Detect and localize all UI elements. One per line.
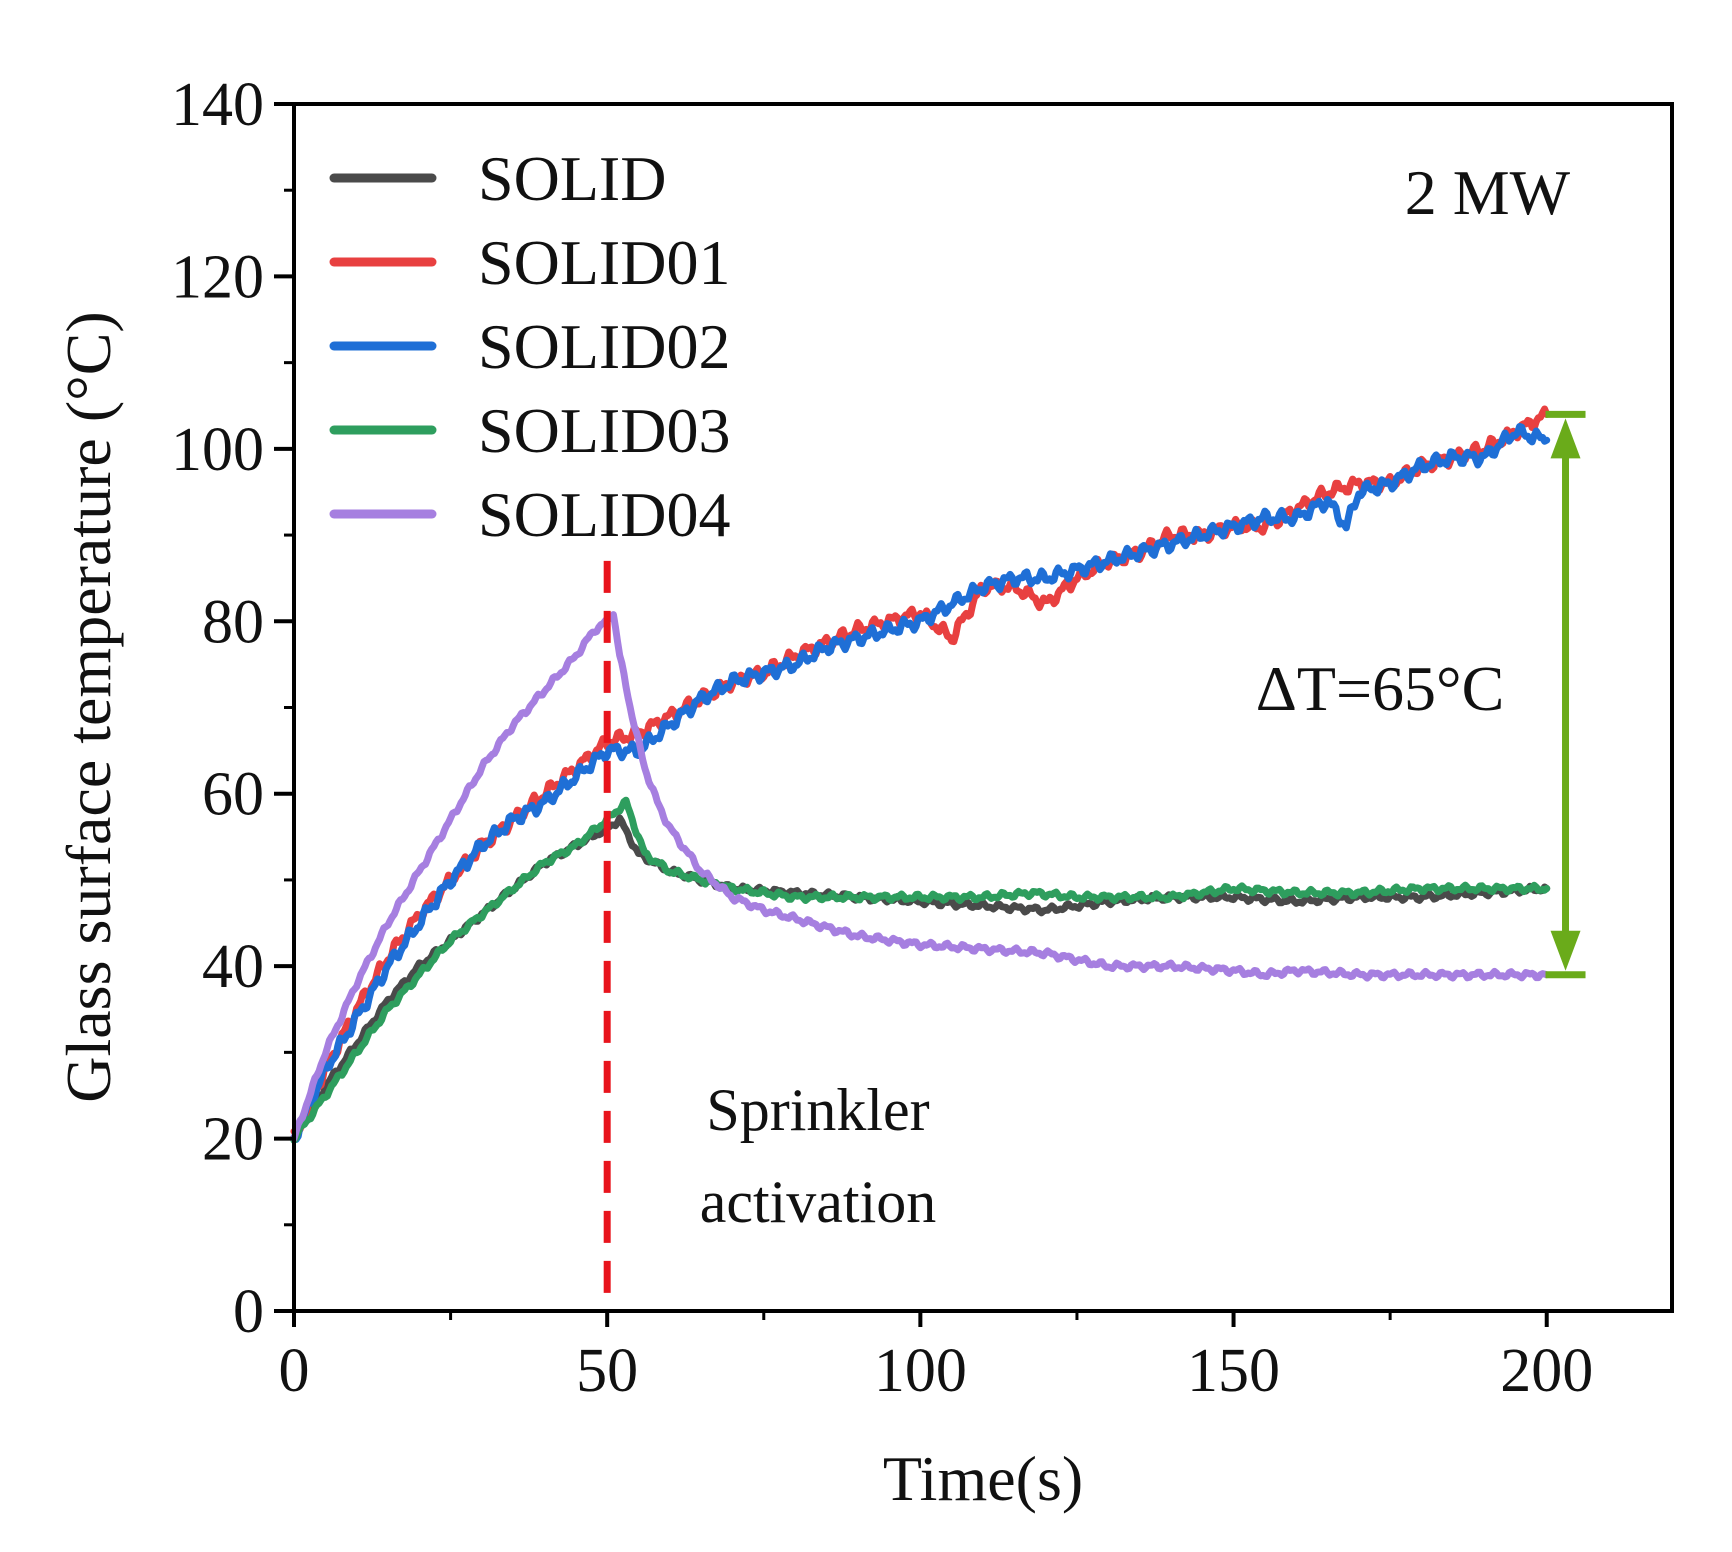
legend-label-solid: SOLID: [478, 143, 666, 214]
x-tick-label: 150: [1187, 1337, 1280, 1405]
annotation-2mw: 2 MW: [1405, 157, 1571, 228]
x-tick-label: 200: [1500, 1337, 1593, 1405]
legend-label-solid01: SOLID01: [478, 227, 730, 298]
series-line-solid04: [290, 611, 1551, 1142]
delta-t-label: ΔT=65°C: [1256, 653, 1505, 724]
y-tick-label: 140: [171, 71, 264, 139]
legend-label-solid03: SOLID03: [478, 395, 730, 466]
delta-t-arrowhead-bottom: [1550, 930, 1581, 971]
y-tick-label: 100: [171, 416, 264, 484]
y-tick-label: 0: [233, 1278, 264, 1346]
legend: SOLID SOLID01 SOLID02 SOLID03 SOLID04: [329, 143, 730, 550]
y-tick-label: 120: [171, 243, 264, 311]
sprinkler-label-line1: Sprinkler: [706, 1077, 929, 1143]
y-tick-label: 60: [202, 761, 264, 829]
delta-t-arrowhead-top: [1550, 418, 1581, 459]
legend-label-solid04: SOLID04: [478, 479, 730, 550]
x-tick-label: 0: [279, 1337, 310, 1405]
y-axis-title: Glass surface temperature (°C): [53, 311, 124, 1102]
sprinkler-label-line2: activation: [700, 1169, 937, 1235]
y-tick-label: 20: [202, 1106, 264, 1174]
series-line-solid01: [290, 405, 1551, 1136]
y-tick-label: 40: [202, 933, 264, 1001]
x-tick-label: 50: [576, 1337, 638, 1405]
plot-lines: [290, 405, 1551, 1144]
legend-label-solid02: SOLID02: [478, 311, 730, 382]
series-line-solid03: [290, 796, 1551, 1144]
axis-ticks: 0 50 100 150 200 0 20 40 60 80 100 120 140: [171, 71, 1593, 1405]
x-axis-title: Time(s): [883, 1443, 1083, 1514]
x-tick-label: 100: [874, 1337, 967, 1405]
delta-t-arrow: [1545, 410, 1586, 979]
y-tick-label: 80: [202, 588, 264, 656]
series-line-solid02: [290, 423, 1551, 1143]
